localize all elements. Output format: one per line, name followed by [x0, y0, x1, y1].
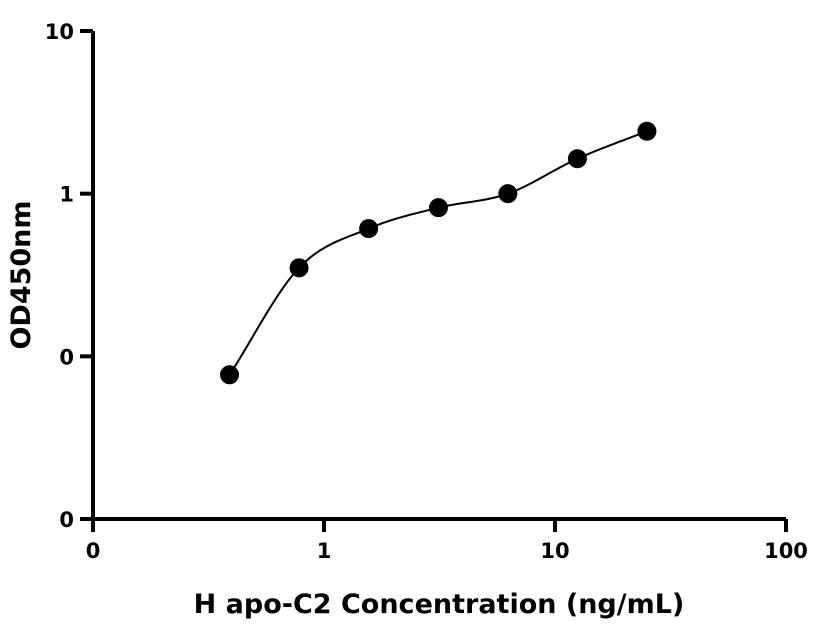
axis-lines: [91, 31, 786, 521]
x-tick-label: 0: [86, 539, 101, 563]
x-tick-label: 100: [764, 539, 808, 563]
data-point: [637, 121, 657, 141]
y-tick-label: 1: [59, 183, 74, 207]
x-axis-title: H apo-C2 Concentration (ng/mL): [194, 589, 685, 620]
data-point: [498, 184, 518, 204]
y-tick-label: 0: [59, 508, 74, 532]
data-points-layer: [220, 121, 657, 385]
x-tick-label: 10: [540, 539, 569, 563]
data-point: [220, 365, 240, 385]
data-point: [289, 258, 309, 278]
y-axis-title: OD450nm: [6, 200, 37, 349]
fit-curve-layer: [228, 130, 648, 376]
x-tick-label: 1: [317, 539, 332, 563]
data-point: [428, 198, 448, 218]
y-tick-label: 0: [59, 345, 74, 369]
data-point: [359, 219, 379, 239]
data-point: [567, 149, 587, 169]
fit-curve: [228, 130, 648, 376]
y-tick-label: 10: [45, 20, 74, 44]
